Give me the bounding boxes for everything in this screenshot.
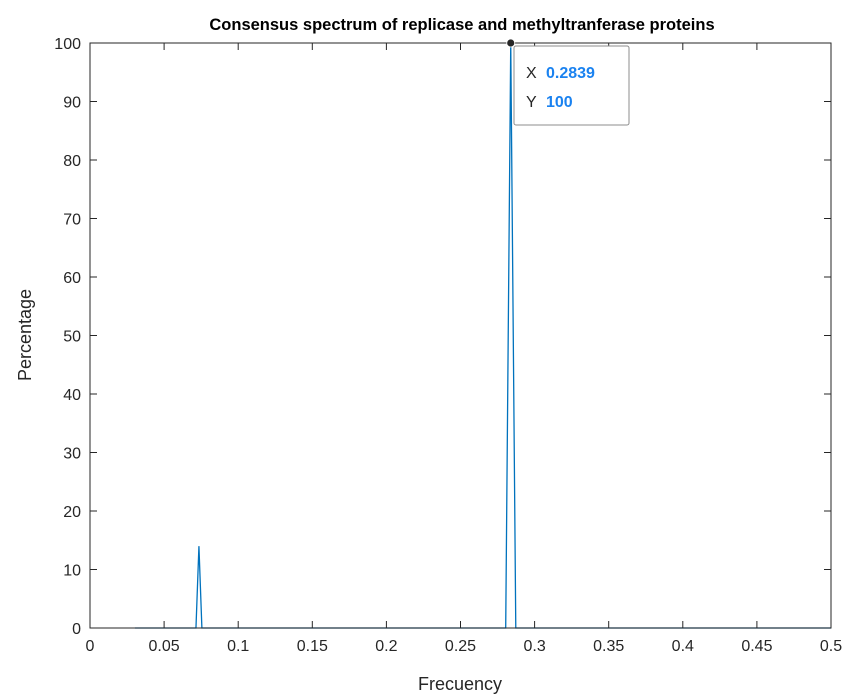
data-tip-x-label: X	[526, 65, 537, 82]
y-tick-label: 10	[63, 563, 81, 580]
y-tick-label: 70	[63, 212, 81, 229]
y-tick-label: 60	[63, 270, 81, 287]
x-axis-ticks: 0 0.05 0.1 0.15 0.2 0.25 0.3 0.35 0.4 0.45 0.5	[86, 43, 842, 655]
data-tip-marker[interactable]	[506, 38, 516, 48]
y-tick-label: 50	[63, 329, 81, 346]
y-tick-label: 40	[63, 387, 81, 404]
y-axis-label: Percentage	[15, 289, 35, 381]
data-tip-x-value: 0.2839	[546, 65, 595, 82]
x-tick-label: 0.3	[523, 638, 545, 655]
data-tip-box	[513, 45, 630, 126]
chart-title: Consensus spectrum of replicase and meth…	[209, 16, 714, 34]
x-tick-label: 0.4	[672, 638, 694, 655]
y-tick-label: 90	[63, 95, 81, 112]
x-tick-label: 0.05	[149, 638, 180, 655]
x-axis-label: Frecuency	[418, 674, 502, 694]
y-axis-ticks: 0 10 20 30 40 50 60 70 80 90 100	[54, 36, 831, 638]
x-tick-label: 0.25	[445, 638, 476, 655]
data-tip-y-label: Y	[526, 94, 537, 111]
y-tick-label: 80	[63, 153, 81, 170]
x-tick-label: 0.45	[741, 638, 772, 655]
data-tip-y-value: 100	[546, 94, 573, 111]
y-tick-label: 100	[54, 36, 81, 53]
x-tick-label: 0.35	[593, 638, 624, 655]
x-tick-label: 0.5	[820, 638, 842, 655]
y-tick-label: 0	[72, 621, 81, 638]
y-tick-label: 30	[63, 446, 81, 463]
y-tick-label: 20	[63, 504, 81, 521]
x-tick-label: 0.1	[227, 638, 249, 655]
x-tick-label: 0.2	[375, 638, 397, 655]
data-tip[interactable]: X 0.2839 Y 100	[506, 38, 630, 126]
x-tick-label: 0	[86, 638, 95, 655]
x-tick-label: 0.15	[297, 638, 328, 655]
plot-area[interactable]	[90, 43, 831, 628]
